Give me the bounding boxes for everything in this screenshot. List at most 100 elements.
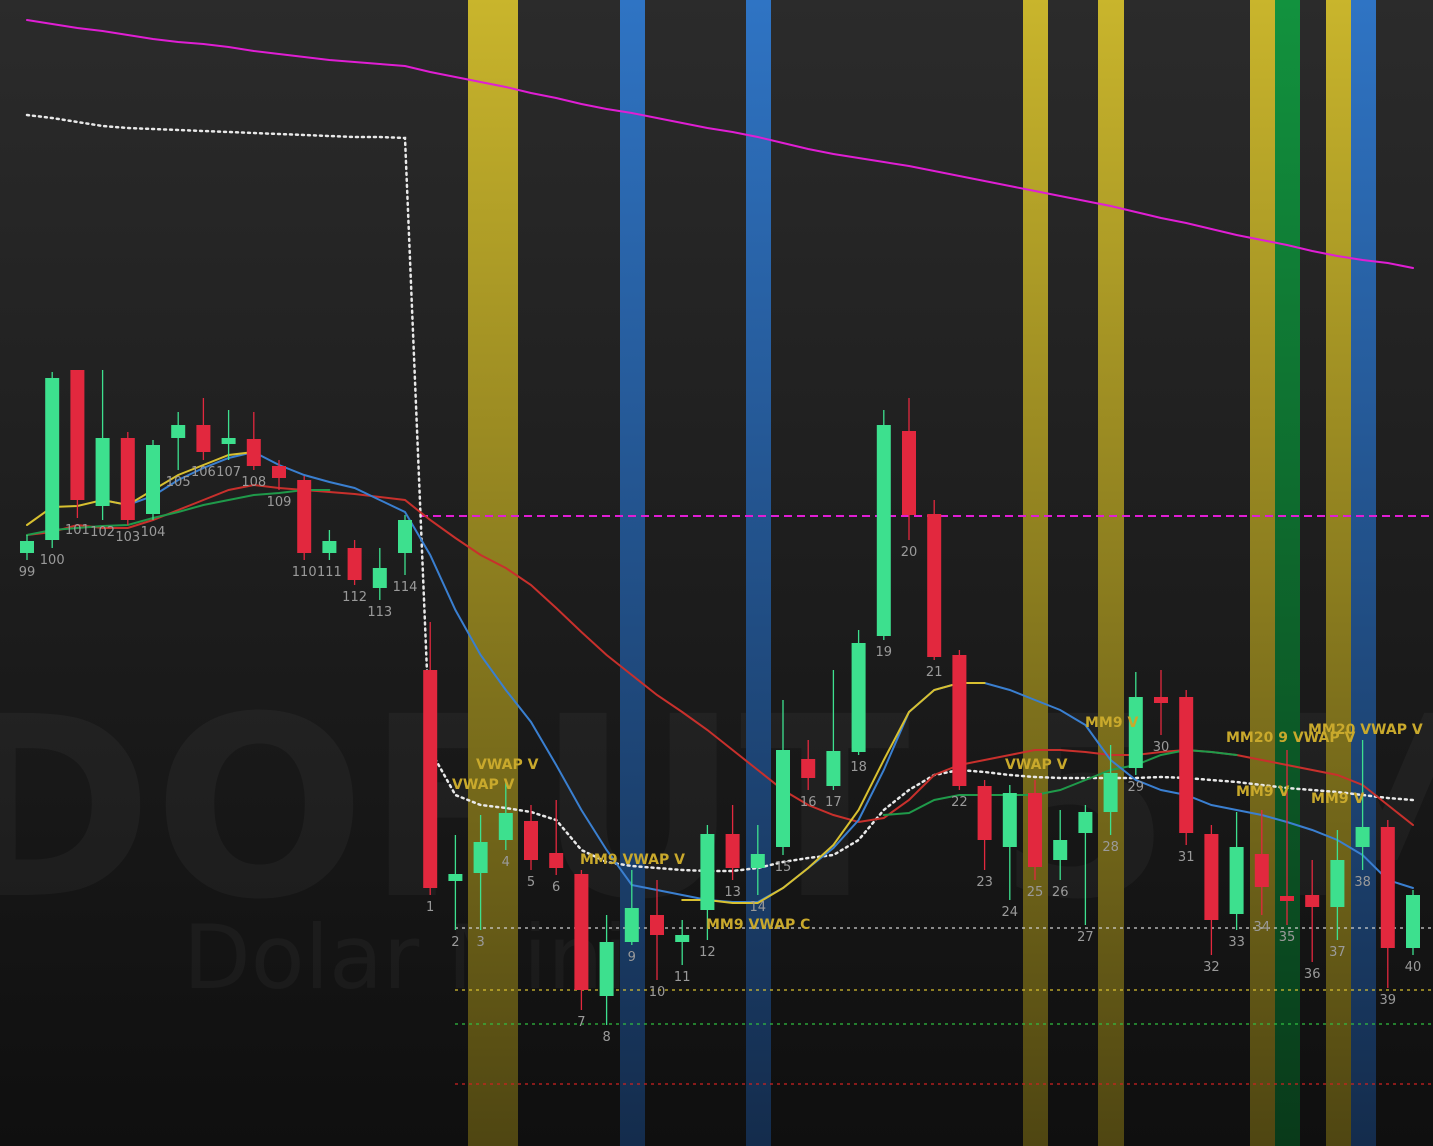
candle-body	[549, 853, 564, 868]
candle-body	[1204, 834, 1219, 920]
candle-body	[1254, 854, 1269, 887]
candle-label: 16	[800, 795, 817, 810]
candle-body	[826, 751, 841, 786]
candle-label: 30	[1153, 740, 1170, 755]
candle-body	[700, 834, 715, 910]
signal-band	[1351, 0, 1376, 1146]
candle-label: 104	[141, 525, 166, 540]
candle-label: 31	[1178, 850, 1195, 865]
candle-body	[801, 759, 816, 778]
candle-label: 25	[1027, 885, 1044, 900]
signal-band	[468, 0, 518, 1146]
candle-label: 99	[19, 565, 36, 580]
watermark-subtitle: Dolar Mini	[183, 906, 628, 1009]
candle-label: 7	[577, 1015, 585, 1030]
signal-annotation: VWAP V	[452, 777, 515, 793]
candle-label: 10	[649, 985, 666, 1000]
candle-body	[725, 834, 740, 868]
signal-band	[1275, 0, 1300, 1146]
candle-body	[1002, 793, 1017, 847]
candle-body	[146, 445, 160, 514]
candle-body	[876, 425, 891, 636]
candle-body	[1078, 812, 1093, 833]
indicator-line	[681, 682, 986, 904]
candle-label: 32	[1203, 960, 1220, 975]
candle-label: 13	[724, 885, 741, 900]
candle-body	[650, 915, 664, 935]
candle-body	[599, 942, 614, 996]
candle-label: 14	[750, 900, 767, 915]
candle-label: 108	[241, 475, 266, 490]
candle-body	[1229, 847, 1244, 914]
signal-annotation: VWAP V	[476, 757, 539, 773]
candle-body	[574, 874, 589, 990]
candle-label: 5	[527, 875, 535, 890]
indicator-line	[26, 451, 255, 526]
signal-band	[1326, 0, 1351, 1146]
candle-label: 40	[1405, 960, 1422, 975]
candle-body	[927, 514, 942, 657]
candle-label: 100	[40, 553, 65, 568]
candle-body	[902, 431, 916, 515]
candle-label: 21	[926, 665, 943, 680]
candle-body	[977, 786, 992, 840]
indicator-line	[882, 748, 1238, 816]
candle-label: 1	[426, 900, 434, 915]
signal-band	[620, 0, 645, 1146]
signal-annotation: MM9 V	[1311, 791, 1364, 807]
candle-label: 17	[825, 795, 842, 810]
signal-annotation: MM9 V	[1236, 784, 1289, 800]
candle-body	[196, 425, 211, 452]
candle-label: 12	[699, 945, 716, 960]
candle-body	[95, 438, 110, 506]
candle-label: 111	[317, 565, 342, 580]
candle-label: 19	[876, 645, 893, 660]
candle-label: 26	[1052, 885, 1069, 900]
candle-body	[675, 935, 690, 942]
candle-label: 105	[166, 475, 191, 490]
candle-label: 110	[292, 565, 317, 580]
candle-label: 34	[1254, 920, 1271, 935]
candle-label: 102	[90, 525, 115, 540]
candle-body	[1028, 793, 1042, 867]
candle-label: 20	[901, 545, 918, 560]
signal-annotation: VWAP V	[1005, 757, 1068, 773]
signal-band	[1023, 0, 1048, 1146]
candle-label: 4	[502, 855, 510, 870]
candle-label: 2	[451, 935, 459, 950]
candle-label: 36	[1304, 967, 1321, 982]
candle-body	[1179, 697, 1194, 833]
candle-label: 112	[342, 590, 367, 605]
signal-bands	[468, 0, 1376, 1146]
candle-body	[70, 370, 85, 500]
candle-label: 33	[1228, 935, 1245, 950]
candle-label: 11	[674, 970, 691, 985]
candle-body	[272, 466, 286, 478]
candle-body	[221, 438, 236, 444]
candle-label: 15	[775, 860, 792, 875]
candle-body	[524, 821, 538, 860]
candle-body	[171, 425, 186, 438]
candle-body	[498, 813, 513, 840]
candle-label: 37	[1329, 945, 1346, 960]
candle-label: 39	[1380, 993, 1397, 1008]
signal-annotation: MM20 VWAP V	[1308, 722, 1423, 738]
candle-body	[448, 874, 463, 881]
candle-label: 106	[191, 465, 216, 480]
candle-label: 22	[951, 795, 968, 810]
candle-body	[246, 439, 261, 466]
candle-body	[1053, 840, 1068, 860]
signal-annotation: MM20 9 VWAP V	[1226, 730, 1355, 746]
candle-body	[1128, 697, 1143, 768]
candle-label: 3	[476, 935, 484, 950]
candle-label: 6	[552, 880, 560, 895]
candle-label: 23	[976, 875, 993, 890]
candle-body	[322, 541, 337, 553]
indicator-line	[25, 113, 1415, 873]
indicator-line	[26, 19, 1414, 269]
candle-label: 38	[1354, 875, 1371, 890]
candle-label: 29	[1128, 780, 1145, 795]
candle-body	[372, 568, 387, 588]
